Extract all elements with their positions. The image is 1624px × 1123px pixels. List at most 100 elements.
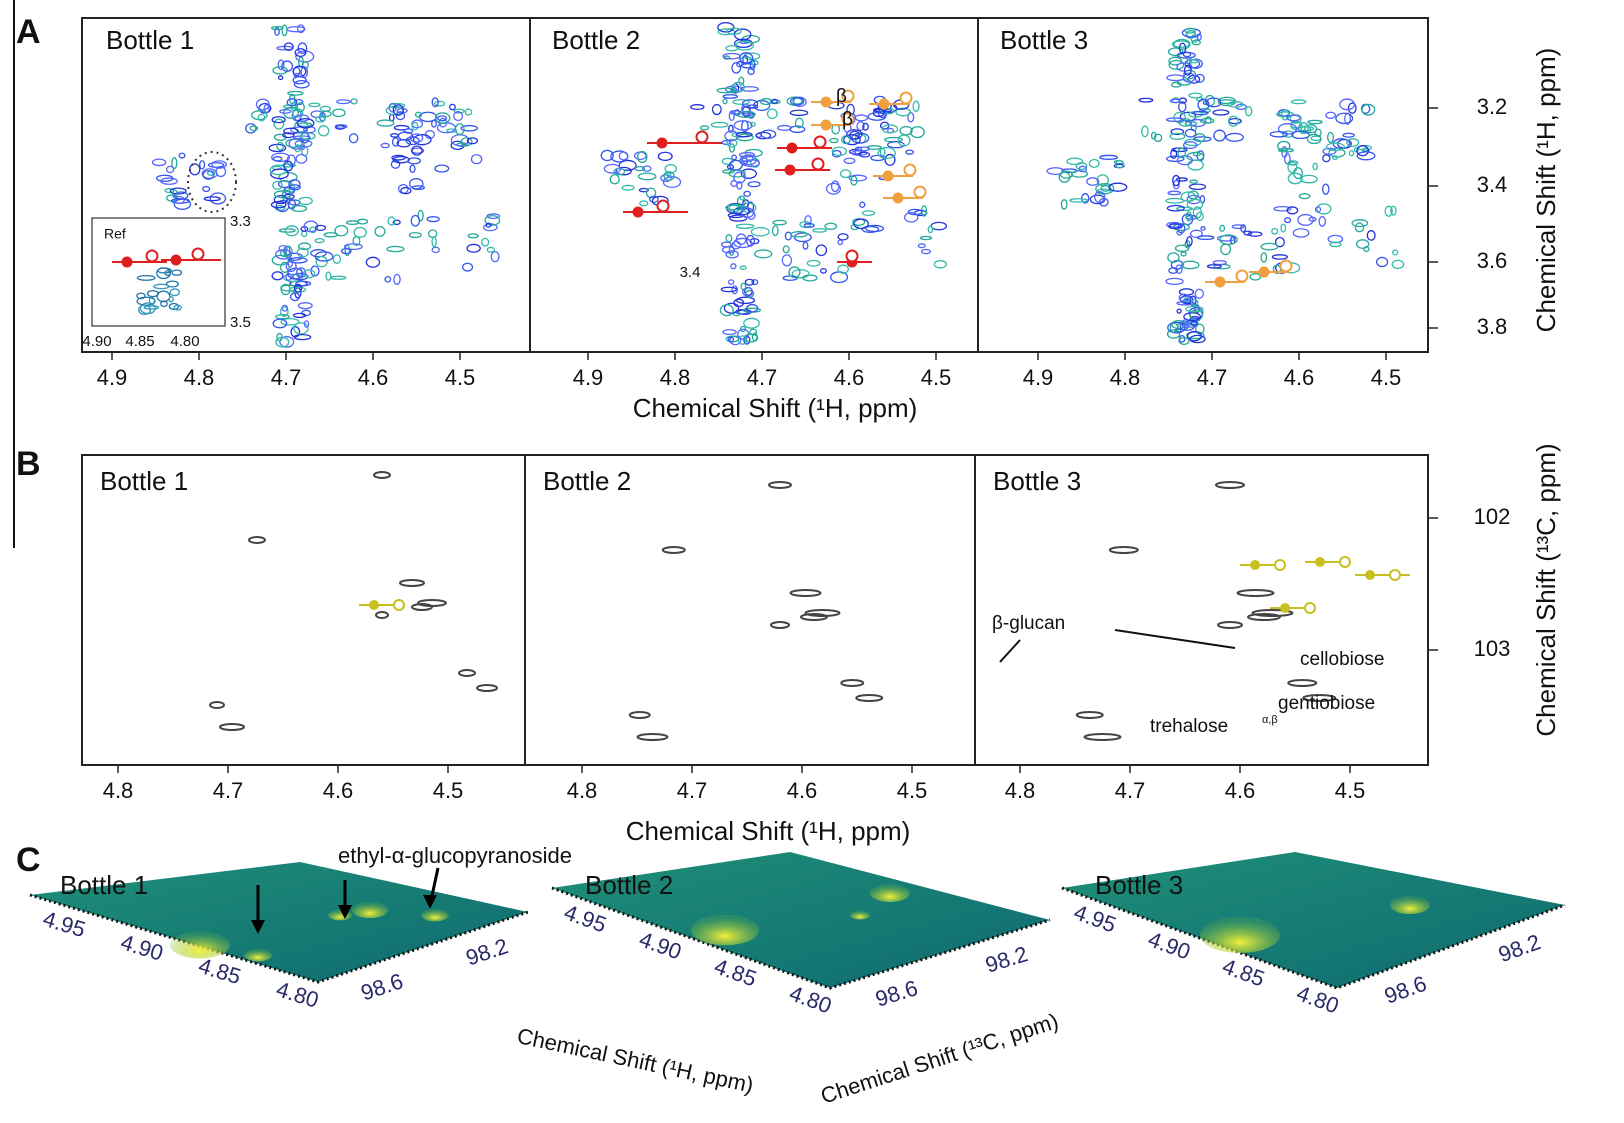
x-tick-label: 4.9: [573, 365, 604, 390]
contour: [1100, 185, 1112, 192]
contour: [904, 211, 919, 223]
contour: [1180, 319, 1190, 329]
y-tick-label: 3.6: [1477, 248, 1508, 273]
marker-open: [813, 135, 827, 149]
contour: [837, 233, 849, 241]
marker-filled: [121, 256, 133, 268]
contour: [861, 210, 876, 217]
contour: [171, 157, 178, 170]
contour: [1375, 256, 1389, 268]
annotation: ethyl-α-glucopyranoside: [338, 843, 572, 868]
y-tick-label: 98.6: [1381, 971, 1430, 1009]
x-axis-label: Chemical Shift (¹H, ppm): [626, 816, 911, 846]
marker-open: [695, 130, 709, 144]
contour: [1260, 242, 1279, 251]
contour: [275, 336, 290, 348]
contour: [199, 160, 206, 170]
contour: [277, 59, 285, 71]
contour: [272, 66, 288, 75]
contour: [146, 289, 159, 298]
contour: [727, 336, 735, 343]
panel-frame: [81, 454, 1429, 766]
marker-filled: [1258, 266, 1270, 278]
contour: [1280, 223, 1287, 233]
contour: [736, 111, 756, 118]
contour: [320, 110, 332, 118]
contour: [308, 102, 321, 108]
contour: [1141, 125, 1149, 138]
contour: [1190, 320, 1198, 327]
contour: [1197, 98, 1210, 111]
contour: [283, 193, 295, 200]
contour: [315, 255, 328, 268]
contour: [1165, 277, 1184, 286]
contour: [739, 52, 754, 64]
contour: [1069, 198, 1089, 203]
contour: [273, 118, 285, 130]
contour: [350, 98, 358, 105]
contour: [272, 318, 288, 329]
marker-open: [145, 249, 159, 263]
contour: [831, 146, 848, 157]
contour: [283, 127, 299, 135]
contour: [202, 185, 211, 193]
contour: [391, 154, 406, 161]
contour: [1174, 244, 1190, 253]
contour: [450, 134, 470, 147]
contour: [1384, 205, 1393, 217]
annotation: trehalose: [1150, 716, 1228, 737]
annotation: gentiobiose: [1278, 693, 1375, 714]
contour: [160, 177, 179, 185]
cross-peak: [789, 589, 822, 597]
contour: [1153, 133, 1163, 143]
contour: [1170, 128, 1185, 136]
y-tick-label: 98.2: [1495, 929, 1544, 967]
contour: [740, 168, 757, 179]
contour: [719, 304, 734, 317]
contour: [1168, 59, 1185, 70]
contour: [731, 154, 737, 161]
inset-y-tick: 3.5: [230, 314, 251, 331]
contour: [1187, 159, 1204, 171]
contour: [340, 247, 352, 255]
marker-filled: [656, 137, 668, 149]
contour: [1205, 97, 1222, 108]
x-tick-label: 4.5: [897, 778, 928, 803]
contour: [1227, 101, 1244, 108]
contour: [169, 288, 180, 297]
contour: [725, 234, 733, 243]
contour: [1329, 241, 1342, 248]
contour: [278, 228, 296, 233]
x-tick-label: 4.5: [445, 365, 476, 390]
contour: [272, 156, 283, 162]
marker-filled: [820, 96, 832, 108]
y-tick-label: 98.6: [358, 968, 407, 1005]
contour: [792, 97, 803, 105]
contour: [315, 116, 326, 123]
contour: [1184, 240, 1191, 249]
contour: [905, 149, 915, 155]
contour: [280, 284, 297, 292]
contour: [751, 279, 759, 286]
contour: [1284, 217, 1292, 224]
contour: [1185, 305, 1204, 313]
contour: [1273, 205, 1292, 212]
contour: [1194, 288, 1204, 299]
contour: [728, 143, 736, 153]
contour: [1189, 229, 1203, 239]
contour: [1169, 322, 1179, 333]
marker-open: [1339, 556, 1351, 568]
cross-peak: [1075, 711, 1104, 719]
contour: [657, 151, 673, 162]
contour: [1287, 160, 1299, 166]
marker-filled: [784, 164, 796, 176]
x-tick-label: 4.90: [118, 929, 166, 965]
contour: [884, 136, 904, 143]
contour: [660, 174, 672, 183]
contour: [405, 136, 420, 146]
contour: [296, 118, 315, 129]
contour: [1245, 105, 1253, 117]
contour: [736, 61, 744, 68]
contour: [271, 116, 286, 124]
cross-peak: [375, 611, 389, 619]
